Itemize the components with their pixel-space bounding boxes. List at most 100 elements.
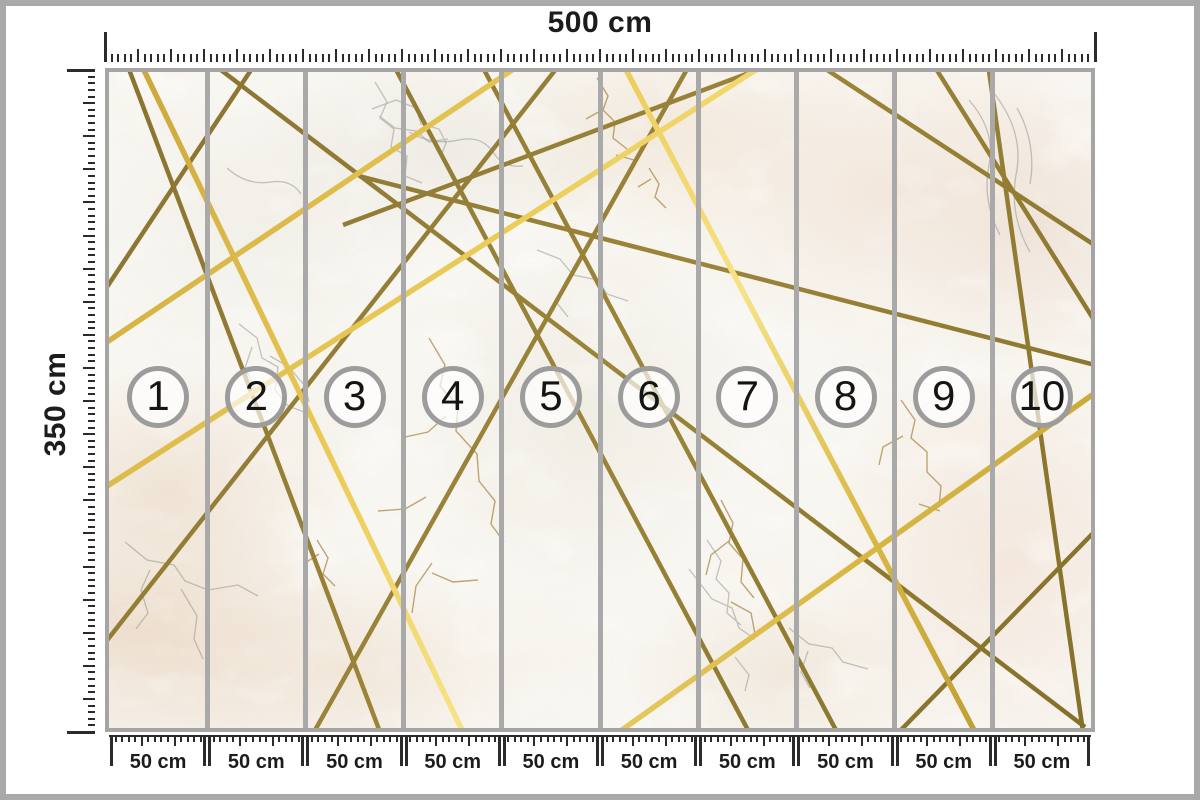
outer-frame-right [1194, 0, 1200, 800]
panel-number-circle: 6 [618, 366, 681, 428]
left-ruler-tick [88, 684, 95, 687]
top-ruler-tick [902, 54, 905, 62]
wallpaper-preview: 1 2 3 4 5 6 7 8 9 10 [105, 68, 1095, 732]
left-ruler-tick [88, 274, 95, 277]
panel-small-tick [369, 737, 372, 746]
panel-small-tick [782, 737, 785, 742]
panel-small-tick [251, 737, 254, 742]
left-ruler-tick [88, 605, 95, 608]
left-ruler-tick [83, 631, 95, 634]
panel-small-tick [363, 737, 366, 742]
panel-small-tick [1063, 737, 1066, 742]
panel-end-tick [595, 735, 599, 766]
panel-small-tick [487, 737, 490, 742]
panel-small-tick [284, 737, 287, 742]
top-ruler-tick [315, 54, 318, 62]
panel-bottom-ruler: 50 cm [109, 735, 207, 775]
left-ruler-tick [88, 479, 95, 482]
panel-small-tick [690, 737, 693, 742]
panel-divider [302, 72, 308, 728]
left-ruler-tick [88, 638, 95, 641]
panel-small-tick [317, 737, 320, 742]
top-ruler-tick [308, 54, 311, 62]
top-ruler-tick [968, 54, 971, 62]
top-ruler-tick [546, 54, 549, 62]
panel-small-tick [913, 737, 916, 742]
left-ruler-tick [88, 711, 95, 714]
panel-small-tick [801, 737, 804, 742]
panel-end-tick [306, 735, 310, 766]
top-ruler-tick [282, 54, 285, 62]
top-ruler-tick [638, 54, 641, 62]
top-ruler-tick [896, 49, 898, 62]
top-ruler-tick [764, 49, 766, 62]
top-ruler-tick [117, 54, 120, 62]
panel-end-tick [792, 735, 796, 766]
panel-small-tick [468, 737, 471, 746]
top-ruler-tick [942, 54, 945, 62]
panel-small-tick [153, 737, 156, 742]
top-ruler-tick [770, 54, 773, 62]
top-ruler-tick [163, 54, 166, 62]
panel-bottom-ruler: 50 cm [305, 735, 403, 775]
left-ruler-tick [88, 181, 95, 184]
panel-bottom-ruler: 50 cm [895, 735, 993, 775]
outer-frame-top [0, 0, 1200, 6]
left-ruler-tick [88, 307, 95, 310]
panel-small-tick [278, 737, 281, 742]
panel-end-tick [797, 735, 801, 766]
top-ruler-tick [658, 54, 661, 62]
top-ruler-tick [889, 54, 892, 62]
panel-divider [204, 72, 210, 728]
panel-number-circle: 10 [1010, 366, 1073, 428]
top-ruler-tick [1001, 54, 1004, 62]
panel-small-tick [736, 737, 739, 742]
top-ruler-tick [341, 54, 344, 62]
panel-small-tick [854, 737, 857, 742]
left-ruler-tick [88, 122, 95, 124]
panel-small-tick [585, 737, 588, 742]
panel-small-tick [173, 737, 176, 746]
left-ruler-tick [88, 353, 95, 356]
top-ruler-tick [975, 54, 978, 62]
top-ruler-tick [434, 49, 436, 62]
left-ruler-tick [88, 552, 95, 555]
top-ruler-tick [962, 49, 964, 62]
panel-small-tick [343, 737, 346, 742]
top-ruler-tick [110, 54, 113, 62]
panel-number-circle: 5 [519, 366, 582, 428]
panel-small-tick [618, 737, 621, 742]
top-ruler-tick [1061, 49, 1063, 62]
top-ruler-tick [566, 49, 568, 62]
top-ruler-tick [988, 54, 991, 62]
top-ruler-tick [500, 49, 502, 62]
top-ruler-tick [1014, 54, 1017, 62]
panel-small-tick [625, 737, 628, 742]
top-ruler-tick [757, 54, 760, 62]
panel-small-tick [906, 737, 909, 742]
left-ruler-tick [88, 671, 95, 674]
left-ruler-tick [88, 280, 95, 283]
panel-small-tick [114, 737, 117, 742]
panel-small-tick [952, 737, 955, 742]
top-ruler-tick [1054, 54, 1057, 62]
left-ruler-tick [83, 267, 95, 270]
left-ruler-tick [67, 69, 95, 72]
top-ruler-tick [1080, 54, 1083, 62]
panel-small-tick [356, 737, 359, 742]
left-ruler-tick [88, 618, 95, 621]
panel-small-tick [376, 737, 379, 742]
panel-number-circle: 9 [912, 366, 975, 428]
top-ruler-tick [170, 49, 172, 62]
top-ruler-tick [1008, 54, 1011, 62]
top-ruler-tick [1021, 54, 1024, 62]
top-ruler-tick [823, 54, 826, 62]
panel-small-tick [435, 737, 438, 746]
panel-small-tick [742, 737, 745, 742]
panel-small-tick [651, 737, 654, 742]
panel-end-tick [1086, 735, 1090, 766]
left-ruler-tick [88, 644, 95, 647]
left-ruler-tick [88, 221, 95, 224]
left-ruler-tick [88, 572, 95, 575]
top-ruler-tick [486, 54, 489, 62]
